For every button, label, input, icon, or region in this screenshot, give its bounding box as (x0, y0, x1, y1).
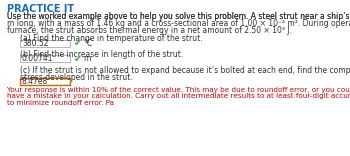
Text: have a mistake in your calculation. Carry out all intermediate results to at lea: have a mistake in your calculation. Carr… (7, 93, 350, 99)
Text: Use the worked example above to help you solve this problem. A steel strut near : Use the worked example above to help you… (7, 12, 350, 21)
Text: (c) If the strut is not allowed to expand because it’s bolted at each end, find : (c) If the strut is not allowed to expan… (20, 66, 350, 75)
Text: (b) Find the increase in length of the strut.: (b) Find the increase in length of the s… (20, 49, 183, 58)
FancyBboxPatch shape (20, 55, 70, 62)
Text: m: m (83, 54, 90, 63)
Text: Use the worked example above to help you solve this problem. A steel strut near : Use the worked example above to help you… (7, 12, 350, 21)
Text: Your response is within 10% of the correct value. This may be due to roundoff er: Your response is within 10% of the corre… (7, 87, 350, 93)
Text: 380.52: 380.52 (22, 39, 49, 47)
Text: furnace, the strut absorbs thermal energy in a net amount of 2.50 × 10³ J.: furnace, the strut absorbs thermal energ… (7, 26, 292, 35)
Text: m long, with a mass of 1.46 kg and a cross-sectional area of 1.00 × 10⁻⁴ m². Dur: m long, with a mass of 1.46 kg and a cro… (7, 19, 350, 28)
Text: ✔: ✔ (74, 54, 82, 64)
Text: 8.47e8: 8.47e8 (22, 77, 48, 86)
FancyBboxPatch shape (20, 78, 70, 85)
Text: 0.00741: 0.00741 (22, 54, 54, 63)
Text: (a) Find the change in temperature of the strut.: (a) Find the change in temperature of th… (20, 34, 203, 43)
Text: PRACTICE IT: PRACTICE IT (7, 4, 74, 14)
Text: stress developed in the strut.: stress developed in the strut. (20, 73, 133, 82)
Text: ✔: ✔ (74, 38, 82, 48)
Text: °C: °C (83, 39, 92, 47)
Text: to minimize roundoff error. Pa: to minimize roundoff error. Pa (7, 100, 114, 105)
Text: Use the worked example above to help you solve this problem. A steel strut near : Use the worked example above to help you… (7, 12, 350, 21)
FancyBboxPatch shape (20, 39, 70, 46)
